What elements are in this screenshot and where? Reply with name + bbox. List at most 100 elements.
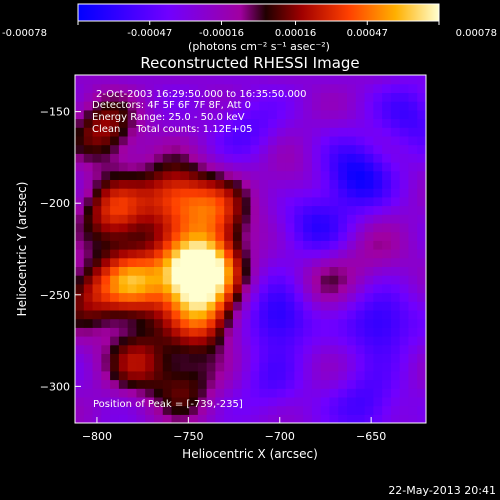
- heatmap-cell: [399, 414, 410, 423]
- x-tick-label: −800: [82, 430, 112, 443]
- heatmap-cell: [268, 222, 278, 233]
- heatmap-cell: [127, 414, 138, 423]
- heatmap-cell: [382, 336, 392, 346]
- heatmap-cell: [408, 388, 418, 398]
- heatmap-cell: [364, 283, 374, 294]
- heatmap-cell: [75, 144, 85, 154]
- heatmap-cell: [408, 109, 418, 120]
- heatmap-cell: [101, 75, 111, 85]
- heatmap-cell: [162, 118, 173, 128]
- heatmap-cell: [408, 370, 418, 381]
- heatmap-cell: [189, 153, 199, 163]
- heatmap-cell: [382, 109, 392, 120]
- heatmap-cell: [329, 162, 339, 172]
- heatmap-cell: [285, 118, 295, 128]
- heatmap-cell: [294, 292, 304, 302]
- heatmap-cell: [118, 170, 129, 180]
- heatmap-cell: [355, 188, 366, 198]
- heatmap-cell: [408, 162, 418, 172]
- heatmap-cell: [162, 144, 173, 154]
- heatmap-cell: [197, 336, 208, 346]
- heatmap-cell: [294, 283, 304, 294]
- heatmap-cell: [276, 301, 287, 311]
- heatmap-cell: [197, 101, 208, 111]
- heatmap-cell: [83, 231, 94, 241]
- heatmap-cell: [338, 396, 348, 407]
- heatmap-cell: [224, 92, 234, 102]
- heatmap-cell: [303, 275, 313, 285]
- heatmap-cell: [382, 240, 392, 250]
- heatmap-cell: [145, 83, 155, 93]
- heatmap-cell: [101, 196, 111, 207]
- heatmap-cell: [294, 249, 304, 259]
- heatmap-cell: [399, 75, 410, 85]
- heatmap-cell: [250, 396, 260, 407]
- heatmap-cell: [75, 388, 85, 398]
- heatmap-cell: [320, 275, 331, 285]
- heatmap-cell: [110, 231, 120, 241]
- heatmap-cell: [303, 170, 313, 180]
- heatmap-cell: [153, 249, 164, 259]
- heatmap-cell: [241, 388, 252, 398]
- heatmap-cell: [197, 283, 208, 294]
- heatmap-cell: [399, 266, 410, 276]
- heatmap-cell: [189, 405, 199, 415]
- heatmap-cell: [224, 144, 234, 154]
- heatmap-cell: [268, 414, 278, 423]
- heatmap-cell: [285, 162, 295, 172]
- heatmap-cell: [408, 179, 418, 189]
- heatmap-cell: [224, 266, 234, 276]
- heatmap-cell: [153, 292, 164, 302]
- heatmap-cell: [197, 275, 208, 285]
- heatmap-cell: [136, 379, 146, 389]
- heatmap-cell: [259, 214, 269, 224]
- heatmap-cell: [259, 118, 269, 128]
- heatmap-cell: [241, 222, 252, 233]
- heatmap-cell: [232, 379, 243, 389]
- heatmap-cell: [75, 170, 85, 180]
- heatmap-cell: [382, 144, 392, 154]
- heatmap-cell: [145, 396, 155, 407]
- heatmap-cell: [118, 257, 129, 267]
- heatmap-cell: [285, 327, 295, 337]
- heatmap-cell: [294, 109, 304, 120]
- heatmap-cell: [101, 309, 111, 320]
- heatmap-cell: [189, 275, 199, 285]
- heatmap-cell: [75, 257, 85, 267]
- heatmap-cell: [189, 396, 199, 407]
- heatmap-cell: [250, 301, 260, 311]
- heatmap-cell: [232, 275, 243, 285]
- heatmap-cell: [110, 205, 120, 215]
- heatmap-cell: [408, 196, 418, 207]
- heatmap-cell: [215, 336, 225, 346]
- heatmap-cell: [373, 153, 383, 163]
- heatmap-cell: [92, 135, 102, 146]
- heatmap-cell: [92, 396, 102, 407]
- heatmap-cell: [268, 83, 278, 93]
- heatmap-cell: [417, 327, 426, 337]
- heatmap-cell: [399, 362, 410, 372]
- heatmap-cell: [382, 414, 392, 423]
- colorbar-tick-label: -0.00047: [127, 28, 172, 39]
- heatmap-cell: [259, 222, 269, 233]
- heatmap-cell: [417, 92, 426, 102]
- heatmap-cell: [101, 318, 111, 328]
- heatmap-cell: [232, 249, 243, 259]
- heatmap-cell: [408, 135, 418, 146]
- heatmap-cell: [206, 109, 217, 120]
- heatmap-cell: [101, 135, 111, 146]
- heatmap-cell: [180, 370, 190, 381]
- heatmap-cell: [347, 292, 357, 302]
- heatmap-cell: [382, 266, 392, 276]
- heatmap-cell: [241, 83, 252, 93]
- heatmap-cell: [250, 405, 260, 415]
- heatmap-cell: [355, 370, 366, 381]
- heatmap-cell: [224, 222, 234, 233]
- heatmap-cell: [232, 240, 243, 250]
- heatmap-cell: [215, 196, 225, 207]
- heatmap-cell: [241, 396, 252, 407]
- heatmap-cell: [303, 379, 313, 389]
- heatmap-cell: [136, 170, 146, 180]
- heatmap-cell: [75, 109, 85, 120]
- heatmap-cell: [197, 388, 208, 398]
